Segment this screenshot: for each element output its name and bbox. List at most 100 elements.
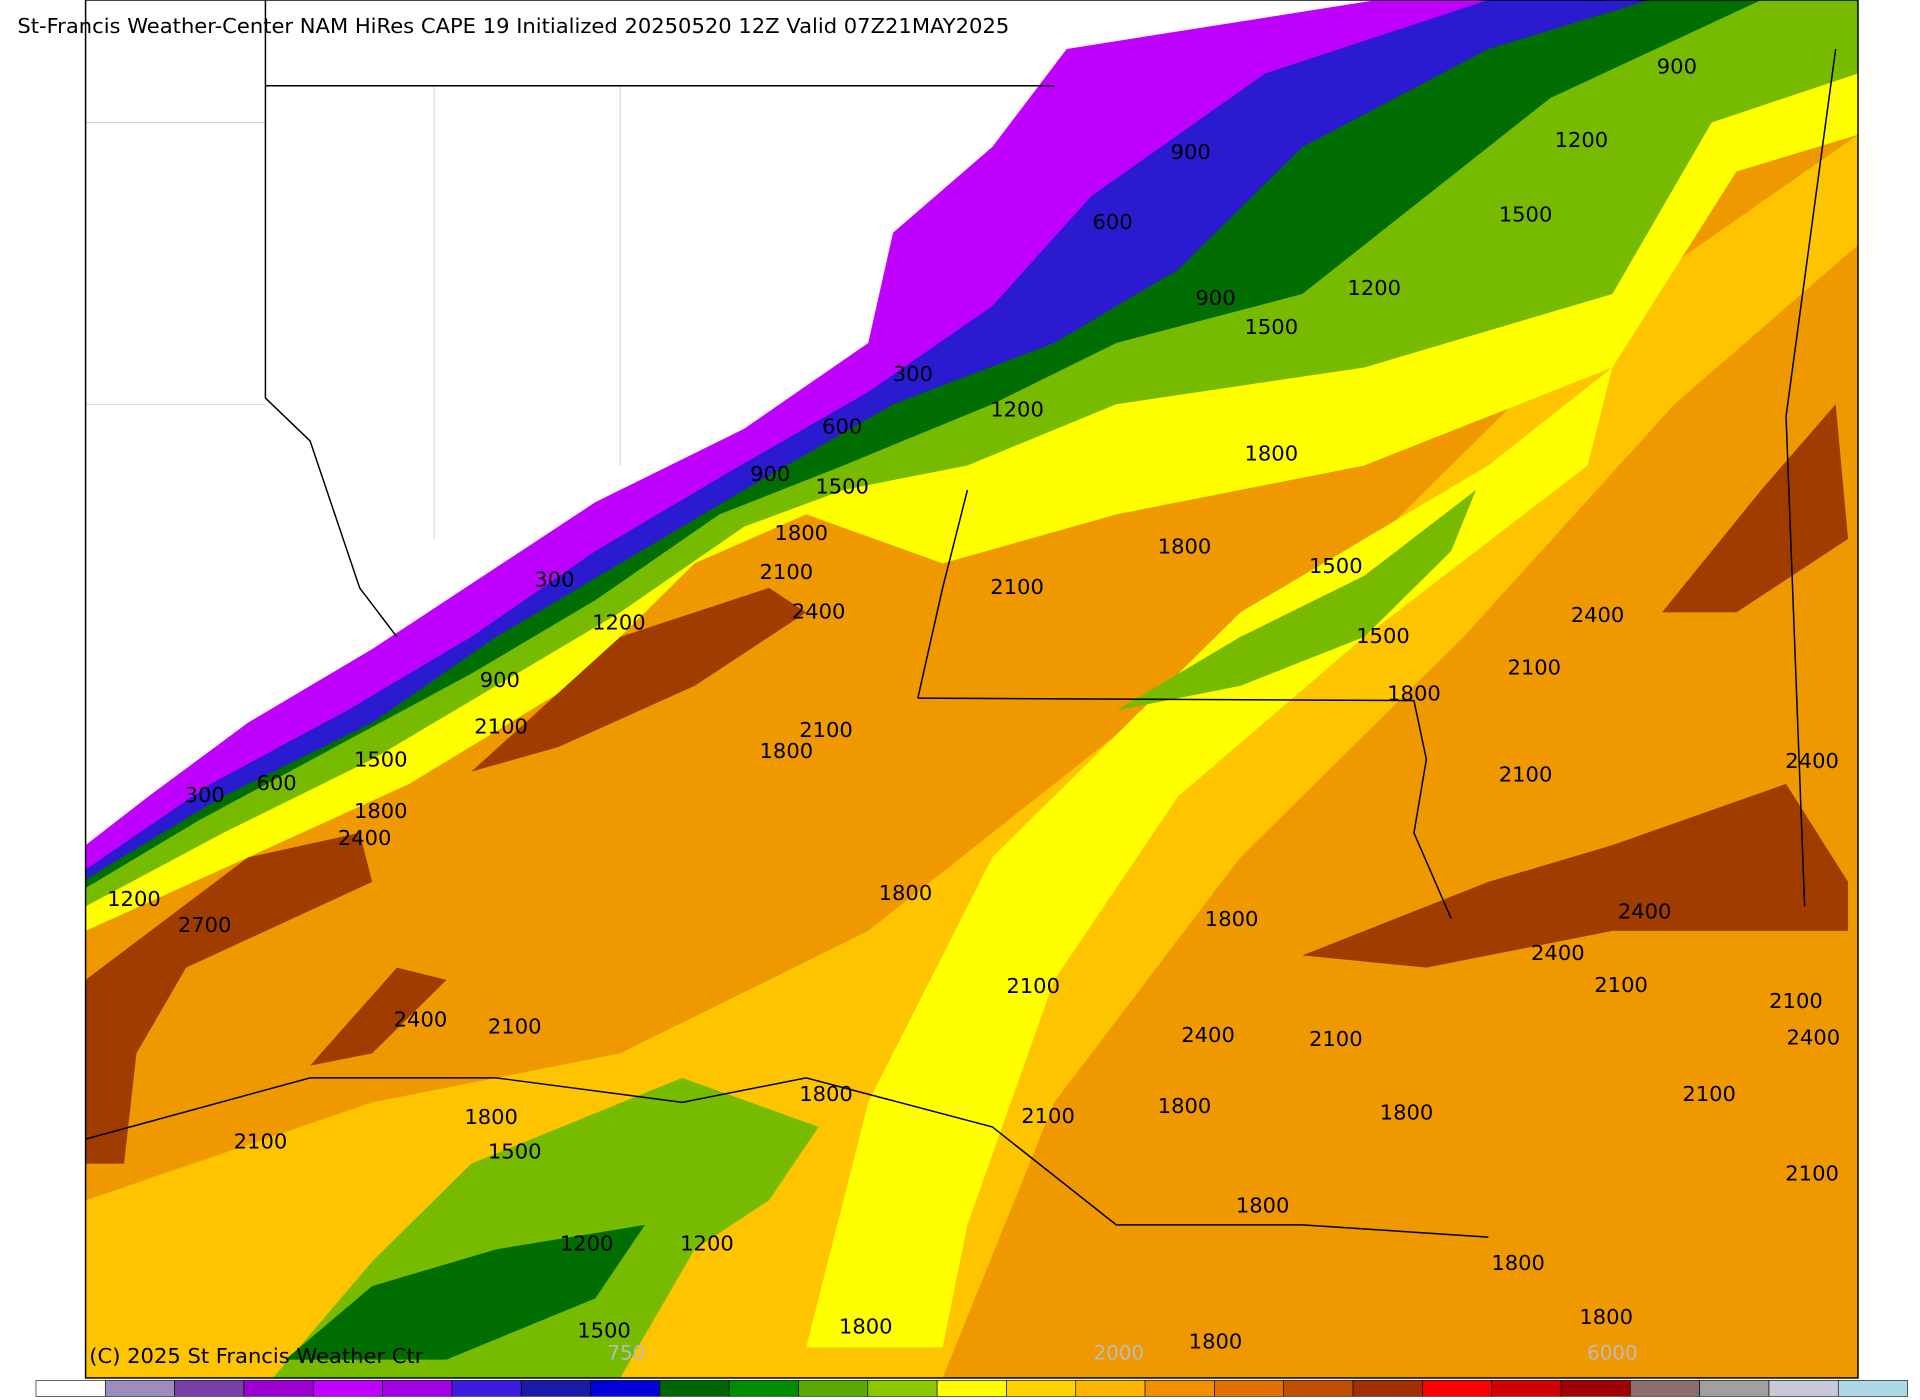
- contour-label: 2100: [1309, 1027, 1363, 1051]
- contour-label: 900: [1657, 54, 1697, 78]
- contour-label: 2400: [1618, 900, 1672, 924]
- contour-label: 1800: [1491, 1251, 1545, 1275]
- contour-label: 1500: [488, 1140, 542, 1164]
- colorbar-swatch: [1144, 1380, 1215, 1397]
- cape-band: [1662, 404, 1849, 613]
- colorbar-swatch: [174, 1380, 245, 1397]
- colorbar-swatch: [451, 1380, 522, 1397]
- colorbar-swatch: [1352, 1380, 1423, 1397]
- cape-band: [310, 967, 447, 1066]
- colorbar-swatch: [728, 1380, 799, 1397]
- contour-label: 300: [893, 362, 933, 386]
- contour-label: 2400: [792, 600, 846, 624]
- contour-label: 600: [1092, 210, 1132, 234]
- colorbar-label: 2000: [1094, 1342, 1145, 1365]
- colorbar-swatch: [867, 1380, 938, 1397]
- colorbar-swatch: [243, 1380, 314, 1397]
- colorbar-swatch: [382, 1380, 453, 1397]
- colorbar-swatch: [1630, 1380, 1700, 1397]
- contour-label: 2100: [1769, 989, 1823, 1013]
- contour-label: 2100: [1006, 974, 1060, 998]
- state-border: [264, 0, 398, 638]
- contour-label: 1200: [107, 887, 161, 911]
- contour-label: 1800: [1158, 1094, 1212, 1118]
- contour-label: 1500: [1356, 624, 1410, 648]
- colorbar: 750 2000 6000: [35, 1342, 1908, 1397]
- contour-label: 2100: [799, 718, 853, 742]
- contour-label: 600: [256, 771, 296, 795]
- colorbar-swatch: [798, 1380, 869, 1397]
- contour-label: 2100: [1507, 656, 1561, 680]
- colorbar-swatch: [1768, 1380, 1839, 1397]
- state-border: [1785, 48, 1837, 907]
- contour-label: 1800: [799, 1082, 853, 1106]
- colorbar-swatch: [1214, 1380, 1285, 1397]
- contour-label: 1200: [560, 1232, 614, 1256]
- contour-label: 1200: [680, 1232, 734, 1256]
- contour-label: 1200: [1347, 276, 1401, 300]
- contour-label: 900: [750, 462, 790, 486]
- state-border: [917, 489, 969, 699]
- colorbar-swatch: [520, 1380, 591, 1397]
- contour-label: 2100: [990, 575, 1044, 599]
- colorbar-swatch: [35, 1380, 106, 1397]
- colorbar-swatch: [1837, 1380, 1908, 1397]
- contour-label: 300: [534, 568, 574, 592]
- contour-label: 2400: [1181, 1023, 1235, 1047]
- contour-label: 1800: [1158, 535, 1212, 559]
- contour-label: 2100: [1594, 973, 1648, 997]
- colorbar-swatch: [590, 1380, 661, 1397]
- contour-label: 1800: [1236, 1194, 1290, 1218]
- contour-label: 1200: [1555, 128, 1609, 152]
- contour-label: 1800: [1387, 682, 1441, 706]
- cape-band: [806, 367, 1613, 1348]
- contour-label: 2100: [1785, 1162, 1839, 1186]
- contour-label: 2400: [1787, 1026, 1841, 1050]
- contour-label: 1200: [990, 397, 1044, 421]
- state-border: [85, 1077, 1489, 1238]
- colorbar-label: 750: [607, 1342, 645, 1365]
- colorbar-swatch: [659, 1380, 730, 1397]
- contour-label: 2100: [760, 560, 814, 584]
- colorbar-swatch: [1006, 1380, 1077, 1397]
- contour-label: 600: [822, 415, 862, 439]
- contour-label: 1500: [1309, 554, 1363, 578]
- contour-label: 2100: [1021, 1104, 1075, 1128]
- contour-label: 1500: [1245, 315, 1299, 339]
- contour-label: 2100: [1499, 762, 1553, 786]
- cape-band: [471, 587, 807, 772]
- colorbar-swatch: [1422, 1380, 1492, 1397]
- contour-label: 1800: [774, 521, 828, 545]
- contour-label: 2100: [488, 1015, 542, 1039]
- contour-label: 1800: [1245, 441, 1299, 465]
- colorbar-swatch: [1560, 1380, 1631, 1397]
- contour-label: 1800: [354, 799, 408, 823]
- contour-label: 2400: [1785, 749, 1839, 773]
- contour-label: 2100: [474, 715, 528, 739]
- colorbar-swatch: [312, 1380, 383, 1397]
- contour-label: 1800: [760, 739, 814, 763]
- colorbar-swatch: [1491, 1380, 1562, 1397]
- contour-label: 1500: [1499, 203, 1553, 227]
- map-title: St-Francis Weather-Center NAM HiRes CAPE…: [17, 14, 1009, 38]
- contour-label: 1800: [1205, 907, 1259, 931]
- colorbar-label: 6000: [1587, 1342, 1638, 1365]
- contour-label: 1500: [815, 475, 869, 499]
- contour-labels: 900 1200 900 1500 600 1200 900 1500 300 1200 600 18…: [107, 54, 1840, 1353]
- contour-label: 2400: [1571, 603, 1625, 627]
- map-frame: [84, 0, 1859, 1379]
- contour-label: 1200: [592, 611, 646, 635]
- contour-label: 900: [1171, 140, 1211, 164]
- contour-label: 1500: [354, 748, 408, 772]
- contour-label: 300: [185, 783, 225, 807]
- contour-label: 900: [1195, 286, 1235, 310]
- contour-label: 2100: [234, 1130, 288, 1154]
- contour-label: 1800: [839, 1315, 893, 1339]
- contour-label: 2400: [1531, 941, 1585, 965]
- colorbar-swatch: [1283, 1380, 1354, 1397]
- colorbar-swatch: [1075, 1380, 1146, 1397]
- contour-label: 2400: [338, 826, 392, 850]
- contour-label: 1500: [577, 1318, 631, 1342]
- colorbar-swatch: [104, 1380, 175, 1397]
